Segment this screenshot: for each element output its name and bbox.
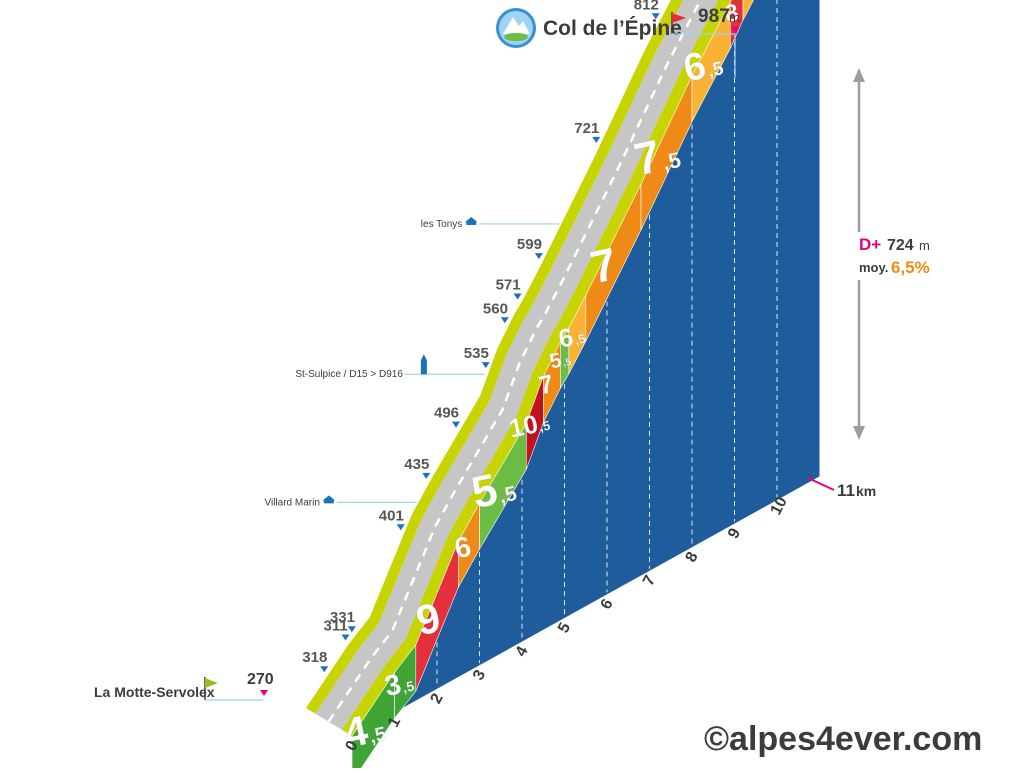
- x-tick-label: 3: [470, 667, 489, 683]
- average-gradient-label: moy.: [859, 260, 888, 275]
- altitude-label: 401: [379, 507, 404, 524]
- altitude-label: 331: [330, 609, 355, 626]
- altitude-label: 571: [496, 277, 521, 294]
- altitude-marker-icon: [513, 293, 522, 300]
- altitude-marker-icon: [422, 472, 431, 479]
- road-centerline: [327, 0, 703, 723]
- altitude-label: 721: [574, 120, 599, 137]
- road-edge-right: [341, 0, 732, 736]
- altitude-label: 318: [302, 649, 327, 666]
- gradient-label: 6: [452, 531, 474, 566]
- house-icon: [322, 495, 335, 504]
- road-surface: [315, 0, 719, 730]
- summit-marker-icon: [731, 27, 739, 33]
- summit-altitude: 987: [698, 6, 730, 27]
- altitude-marker-icon: [341, 634, 350, 641]
- summit-leader-line: [672, 33, 736, 78]
- gradient-label: 8: [722, 0, 741, 28]
- x-tick-label: 7: [640, 573, 659, 589]
- summit-logo-icon: [496, 8, 536, 48]
- x-tick-label: 9: [725, 526, 744, 542]
- total-distance-value: 11: [837, 481, 855, 500]
- start-marker-icon: [260, 690, 268, 696]
- start-altitude: 270: [247, 671, 274, 688]
- altitude-marker-icon: [347, 626, 356, 633]
- start-name: La Motte-Servolex: [94, 684, 215, 700]
- copyright: ©alpes4ever.com: [704, 720, 982, 758]
- elevation-gain-unit: m: [919, 238, 930, 253]
- start-flag-icon: [204, 677, 218, 700]
- altitude-label: 311: [324, 617, 348, 634]
- altitude-label: 560: [483, 300, 508, 317]
- altitude-label: 812: [634, 0, 659, 13]
- altitude-marker-icon: [481, 362, 490, 369]
- altitude-marker-icon: [396, 524, 405, 531]
- altitude-marker-icon: [592, 136, 601, 143]
- altitude-marker-icon: [651, 13, 660, 20]
- summit-altitude-unit: m: [729, 10, 740, 25]
- altitude-label: 599: [517, 236, 542, 253]
- road-edge-left: [306, 0, 684, 714]
- altitude-marker-icon: [534, 253, 543, 260]
- church-icon: [420, 354, 427, 375]
- house-icon: [465, 216, 478, 225]
- summit-name: Col de l’Épine: [543, 17, 682, 40]
- x-tick-label: 5: [555, 620, 574, 636]
- place-annotation: les Tonys: [421, 219, 463, 230]
- gradient-segment: [742, 0, 754, 21]
- elevation-gain-label: D+: [859, 235, 881, 254]
- altitude-label: 535: [464, 345, 489, 362]
- place-annotation: St-Sulpice / D15 > D916: [295, 369, 403, 380]
- x-tick-label: 2: [428, 691, 447, 707]
- altitude-marker-icon: [320, 666, 329, 673]
- altitude-label: 496: [434, 405, 459, 422]
- summit-flag-icon: [671, 12, 686, 34]
- x-tick-label: 6: [598, 596, 617, 612]
- altitude-marker-icon: [452, 421, 460, 428]
- total-distance-unit: km: [856, 483, 876, 499]
- altitude-label: 435: [404, 456, 429, 473]
- distance-marker-line: [807, 477, 835, 491]
- x-tick-label: 4: [513, 644, 532, 660]
- average-gradient-value: 6,5%: [891, 258, 930, 277]
- x-tick-label: 10: [768, 494, 791, 518]
- elevation-gain-value: 724: [887, 237, 914, 254]
- altitude-marker-icon: [500, 317, 509, 324]
- place-annotation: Villard Marin: [265, 497, 320, 508]
- gradient-label: 7: [536, 368, 556, 400]
- x-tick-label: 8: [683, 549, 702, 565]
